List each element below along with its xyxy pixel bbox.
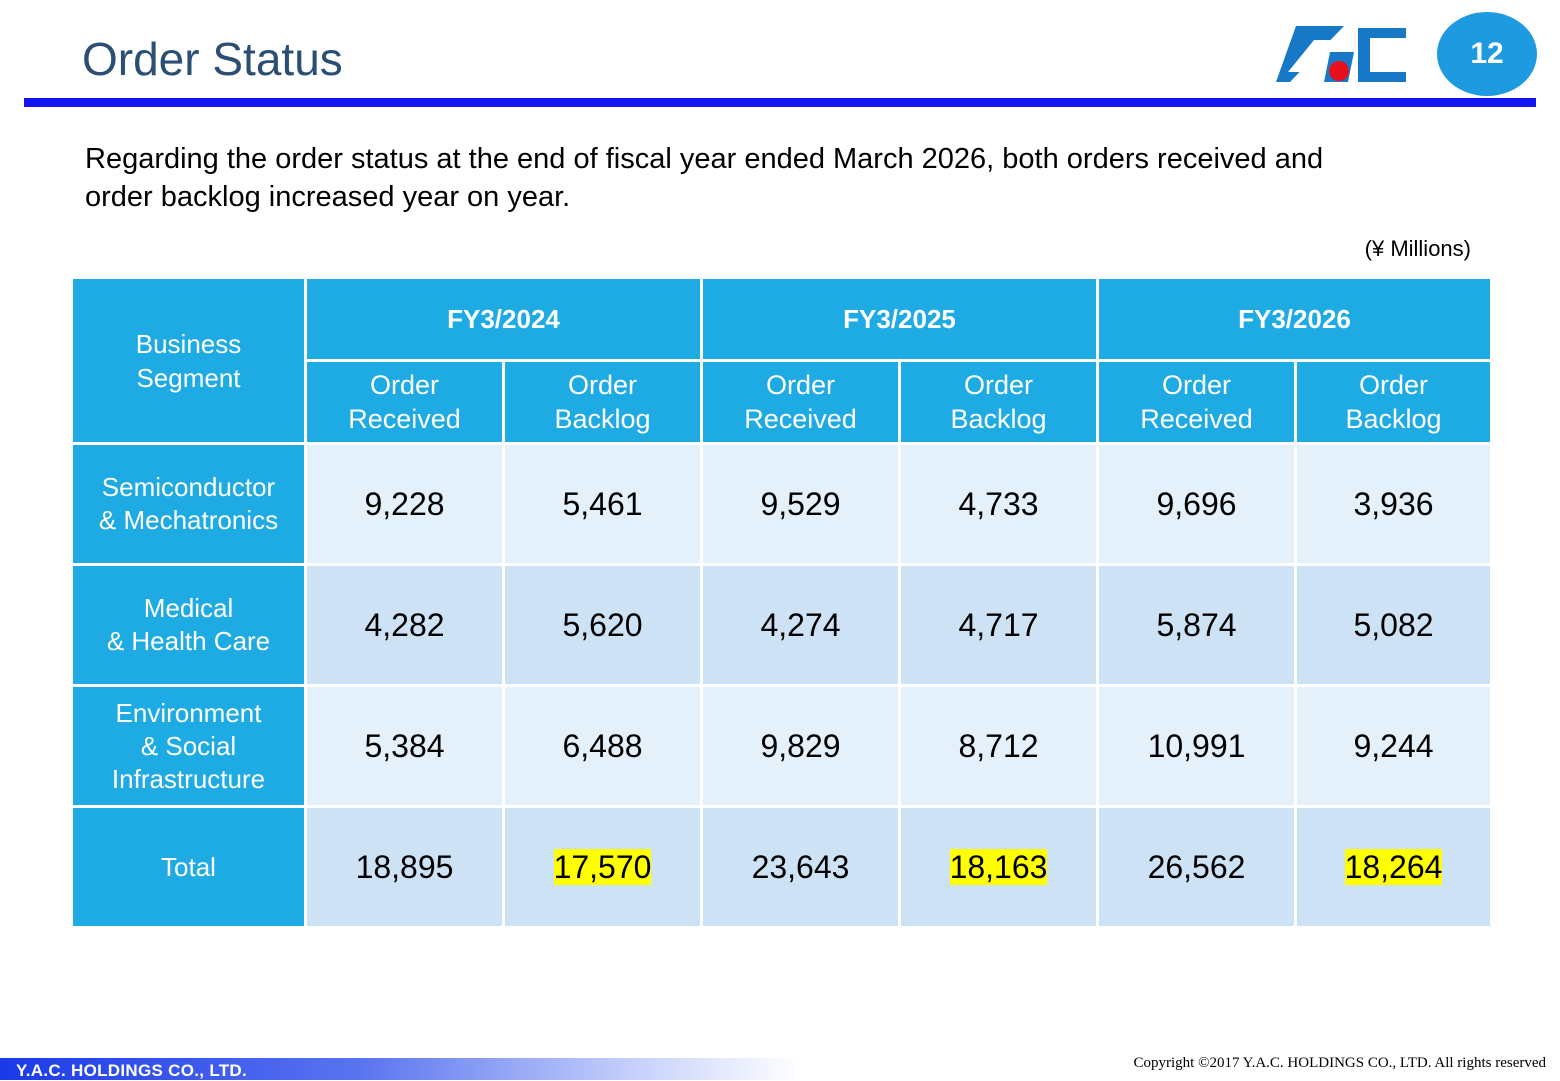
year-header: FY3/2025 (700, 276, 1099, 362)
value-cell: 23,643 (700, 805, 901, 929)
segment-label: Environment & Social Infrastructure (70, 684, 307, 808)
value-cell: 5,620 (502, 563, 703, 687)
footer-company-name: Y.A.C. HOLDINGS CO., LTD. (16, 1061, 248, 1080)
order-received-header: Order Received (1096, 359, 1297, 445)
value-cell: 6,488 (502, 684, 703, 808)
order-received-header: Order Received (700, 359, 901, 445)
value-cell: 5,874 (1096, 563, 1297, 687)
order-backlog-header: Order Backlog (1294, 359, 1493, 445)
value-cell: 17,570 (502, 805, 703, 929)
business-segment-header: Business Segment (70, 276, 307, 445)
value-cell: 4,733 (898, 442, 1099, 566)
segment-label: Total (70, 805, 307, 929)
order-backlog-header: Order Backlog (898, 359, 1099, 445)
value-cell: 9,529 (700, 442, 901, 566)
value-cell: 9,244 (1294, 684, 1493, 808)
value-cell: 9,829 (700, 684, 901, 808)
year-header: FY3/2026 (1096, 276, 1493, 362)
table-row-semiconductor: Semiconductor & Mechatronics 9,228 5,461 … (70, 442, 1493, 566)
order-received-header: Order Received (304, 359, 505, 445)
table-row-total: Total 18,895 17,570 23,643 18,163 26,562… (70, 805, 1493, 929)
intro-text: Regarding the order status at the end of… (85, 143, 1324, 213)
copyright-notice: Copyright ©2017 Y.A.C. HOLDINGS CO., LTD… (1133, 1055, 1547, 1071)
order-backlog-header: Order Backlog (502, 359, 703, 445)
units-label: (¥ Millions) (1364, 236, 1471, 261)
value-cell: 4,274 (700, 563, 901, 687)
value-cell: 18,895 (304, 805, 505, 929)
value-cell: 3,936 (1294, 442, 1493, 566)
page-title: Order Status (82, 33, 343, 85)
table-row-environment: Environment & Social Infrastructure 5,384 … (70, 684, 1493, 808)
footer-bar (0, 1058, 800, 1080)
title-divider (24, 98, 1536, 107)
value-cell: 5,082 (1294, 563, 1493, 687)
value-cell: 5,384 (304, 684, 505, 808)
value-cell: 8,712 (898, 684, 1099, 808)
order-status-table: Business Segment FY3/2024 FY3/2025 FY3/2… (70, 276, 1493, 929)
year-header: FY3/2024 (304, 276, 703, 362)
value-cell: 26,562 (1096, 805, 1297, 929)
segment-label: Medical & Health Care (70, 563, 307, 687)
segment-label: Semiconductor & Mechatronics (70, 442, 307, 566)
highlighted-value: 17,570 (553, 848, 652, 885)
value-cell: 9,696 (1096, 442, 1297, 566)
table-row-medical: Medical & Health Care 4,282 5,620 4,274 4… (70, 563, 1493, 687)
highlighted-value: 18,264 (1344, 848, 1443, 885)
value-cell: 4,717 (898, 563, 1099, 687)
value-cell: 5,461 (502, 442, 703, 566)
page-number-badge: 12 (1437, 12, 1537, 96)
value-cell: 18,163 (898, 805, 1099, 929)
highlighted-value: 18,163 (949, 848, 1048, 885)
value-cell: 4,282 (304, 563, 505, 687)
value-cell: 10,991 (1096, 684, 1297, 808)
value-cell: 18,264 (1294, 805, 1493, 929)
yac-logo (1276, 26, 1406, 82)
value-cell: 9,228 (304, 442, 505, 566)
